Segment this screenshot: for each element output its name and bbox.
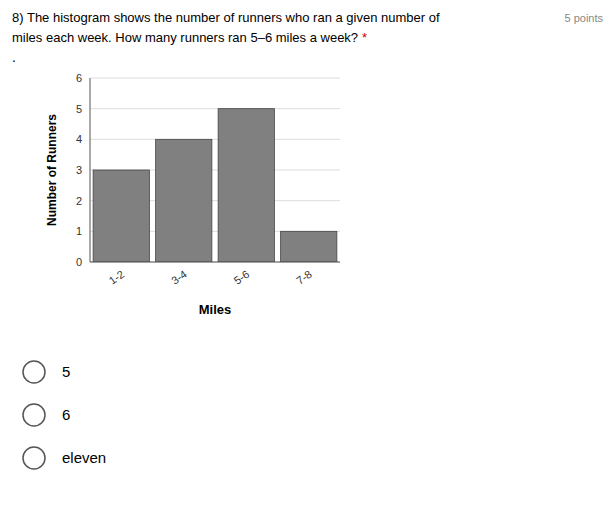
y-tick-label: 5 bbox=[76, 103, 82, 115]
bar bbox=[156, 139, 212, 262]
chart-root: 8) The histogram shows the number of run… bbox=[0, 0, 615, 505]
grid-line bbox=[90, 139, 340, 140]
y-tick-label: 3 bbox=[76, 164, 82, 176]
title: 8) The histogram shows the number of run… bbox=[12, 10, 440, 25]
x-tick-label: 1-2 bbox=[106, 268, 126, 287]
subtitle: miles each week. How many runners ran 5–… bbox=[12, 30, 358, 45]
grid bbox=[90, 78, 340, 262]
option-text[interactable]: 6 bbox=[62, 406, 70, 423]
grid-line bbox=[90, 78, 340, 79]
y-axis-label: Number of Runners bbox=[45, 114, 59, 226]
x-tick-label: 3-4 bbox=[169, 268, 189, 287]
option-radio[interactable] bbox=[23, 447, 45, 469]
y-tick-label: 1 bbox=[76, 225, 82, 237]
grid-line bbox=[90, 108, 340, 109]
grid-line bbox=[90, 262, 340, 263]
y-tick-label: 0 bbox=[76, 256, 82, 268]
bar bbox=[93, 170, 149, 262]
required-mark: * bbox=[362, 30, 367, 45]
y-tick-label: 4 bbox=[76, 133, 82, 145]
points-text: 5 points bbox=[564, 12, 603, 24]
y-axis-line bbox=[90, 78, 91, 262]
option-text[interactable]: eleven bbox=[62, 449, 106, 466]
bars bbox=[93, 109, 337, 262]
option-radio[interactable] bbox=[23, 361, 45, 383]
bar bbox=[218, 109, 274, 262]
dot-text: . bbox=[12, 49, 16, 65]
y-tick-label: 2 bbox=[76, 195, 82, 207]
option-text[interactable]: 5 bbox=[62, 363, 70, 380]
bar bbox=[281, 231, 337, 262]
x-axis-label: Miles bbox=[199, 302, 232, 317]
option-radio[interactable] bbox=[23, 404, 45, 426]
x-axis-line bbox=[90, 262, 340, 263]
y-tick-label: 6 bbox=[76, 72, 82, 84]
x-tick-label: 7-8 bbox=[294, 268, 314, 287]
x-tick-label: 5-6 bbox=[231, 268, 251, 287]
